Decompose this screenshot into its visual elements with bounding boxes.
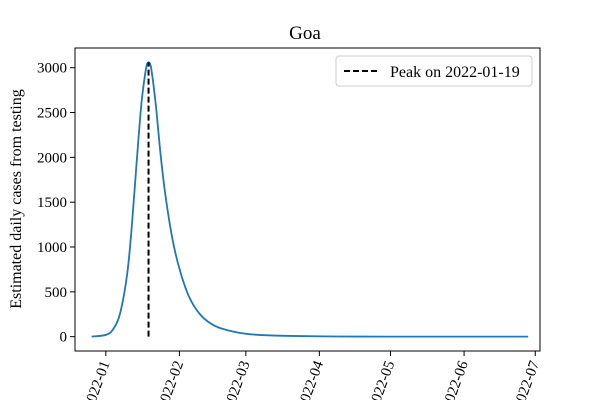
legend: Peak on 2022-01-19	[335, 55, 533, 87]
x-tick-label: 2022-02	[155, 359, 187, 400]
y-tick-label: 2500	[37, 106, 67, 122]
x-tick-label: 2022-06	[440, 358, 472, 400]
plot-area	[74, 47, 541, 352]
y-tick-label: 3000	[37, 61, 67, 77]
x-tick-label: 2022-01	[81, 359, 113, 400]
x-tick-label: 2022-05	[366, 359, 398, 400]
y-axis-ticks: 0 500 1000 1500 2000 2500 3000	[37, 61, 75, 346]
x-axis-ticks: 2022-01 2022-02 2022-03 2022-04 2022-05 2022-…	[81, 351, 543, 400]
y-tick-label: 2000	[37, 150, 67, 166]
series-layer	[91, 61, 529, 338]
legend-box	[335, 55, 533, 87]
series-line	[91, 61, 529, 338]
y-axis-label: Estimated daily cases from testing	[8, 89, 25, 309]
chart-title: Goa	[289, 23, 321, 44]
x-tick-label: 2022-07	[511, 358, 543, 400]
x-tick-label: 2022-04	[295, 358, 327, 400]
y-tick-label: 1000	[37, 240, 67, 256]
y-tick-label: 1500	[37, 195, 67, 211]
x-tick-label: 2022-03	[221, 359, 253, 400]
y-tick-label: 0	[60, 330, 68, 346]
legend-peak-label: Peak on 2022-01-19	[390, 64, 520, 81]
y-tick-label: 500	[45, 285, 68, 301]
